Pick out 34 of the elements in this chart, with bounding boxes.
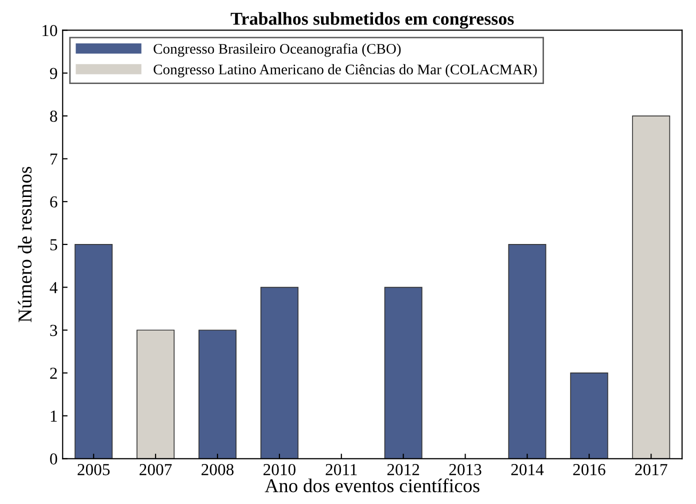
x-tick-label: 2007: [140, 464, 172, 476]
x-axis-title: Ano dos eventos científicos: [264, 478, 480, 492]
bar: [632, 116, 670, 459]
y-tick-label: 3: [50, 324, 58, 336]
y-tick-label: 5: [50, 239, 58, 250]
x-tick-label: 2013: [449, 464, 482, 476]
y-tick-label: 10: [42, 24, 58, 36]
x-tick-label: 2016: [573, 464, 606, 476]
x-tick-label: 2010: [264, 464, 296, 476]
x-tick-label: 2005: [78, 464, 110, 476]
y-tick-label: 2: [50, 368, 57, 379]
chart-title: Trabalhos submetidos em congressos: [230, 12, 514, 29]
y-tick-label: 9: [50, 68, 58, 80]
y-tick-label: 7: [50, 154, 58, 165]
bar: [74, 244, 113, 459]
y-tick-label: 8: [50, 110, 58, 122]
y-tick-label: 4: [50, 282, 58, 294]
bar: [136, 330, 175, 459]
bar: [570, 372, 608, 459]
bar: [198, 330, 237, 459]
x-tick-label: 2008: [202, 464, 234, 476]
x-tick-label: 2017: [635, 464, 668, 476]
bar: [508, 244, 546, 459]
legend-label: Congresso Latino Americano de Ciências do Mar (COLACMAR): [154, 64, 537, 78]
x-tick-label: 2011: [326, 464, 357, 476]
y-tick-label: 1: [50, 410, 57, 422]
y-tick-label: 6: [50, 196, 58, 208]
bar: [260, 286, 298, 459]
x-tick-label: 2012: [387, 464, 420, 476]
legend-label: Congresso Brasileiro Oceanografia (CBO): [154, 43, 401, 57]
bar: [384, 286, 422, 459]
y-axis-title: Número de resumos: [18, 166, 32, 322]
y-tick-label: 0: [50, 453, 58, 465]
x-tick-label: 2014: [511, 464, 544, 476]
